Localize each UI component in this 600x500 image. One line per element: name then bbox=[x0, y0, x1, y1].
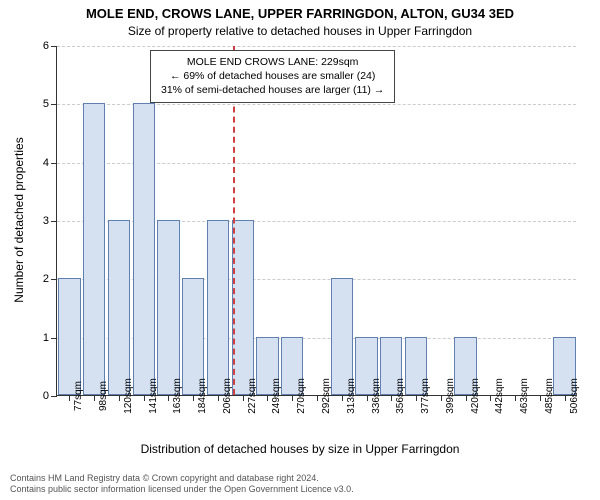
y-axis-label: Number of detached properties bbox=[12, 137, 26, 302]
y-tick-label: 2 bbox=[31, 273, 49, 285]
x-tick bbox=[515, 395, 516, 401]
grid-line bbox=[57, 46, 576, 47]
x-tick bbox=[267, 395, 268, 401]
x-tick-label: 270sqm bbox=[296, 378, 307, 414]
x-tick bbox=[367, 395, 368, 401]
y-tick bbox=[51, 279, 57, 280]
x-tick bbox=[218, 395, 219, 401]
y-tick-label: 5 bbox=[31, 98, 49, 110]
y-tick bbox=[51, 104, 57, 105]
x-tick bbox=[466, 395, 467, 401]
chart-title-sub: Size of property relative to detached ho… bbox=[0, 24, 600, 38]
x-tick bbox=[193, 395, 194, 401]
bar bbox=[207, 220, 229, 395]
x-tick-label: 377sqm bbox=[420, 378, 431, 414]
x-tick bbox=[416, 395, 417, 401]
footer-line-2: Contains public sector information licen… bbox=[10, 484, 354, 496]
annotation-line-1: MOLE END CROWS LANE: 229sqm bbox=[161, 55, 384, 69]
chart-container: MOLE END, CROWS LANE, UPPER FARRINGDON, … bbox=[0, 0, 600, 500]
x-tick bbox=[94, 395, 95, 401]
y-tick bbox=[51, 46, 57, 47]
y-tick-label: 0 bbox=[31, 390, 49, 402]
y-tick-label: 6 bbox=[31, 40, 49, 52]
bar bbox=[157, 220, 179, 395]
y-tick bbox=[51, 338, 57, 339]
x-tick bbox=[490, 395, 491, 401]
annotation-box: MOLE END CROWS LANE: 229sqm ← 69% of det… bbox=[150, 50, 395, 103]
x-tick-label: 463sqm bbox=[519, 378, 530, 414]
x-tick bbox=[342, 395, 343, 401]
y-tick bbox=[51, 163, 57, 164]
x-tick bbox=[565, 395, 566, 401]
bar bbox=[83, 103, 105, 395]
footer-text: Contains HM Land Registry data © Crown c… bbox=[10, 473, 354, 496]
y-tick-label: 4 bbox=[31, 157, 49, 169]
footer-line-1: Contains HM Land Registry data © Crown c… bbox=[10, 473, 354, 485]
x-tick-label: 442sqm bbox=[494, 378, 505, 414]
bar bbox=[58, 278, 80, 395]
x-tick bbox=[317, 395, 318, 401]
x-tick bbox=[540, 395, 541, 401]
x-tick bbox=[243, 395, 244, 401]
annotation-line-3: 31% of semi-detached houses are larger (… bbox=[161, 83, 384, 97]
x-tick bbox=[441, 395, 442, 401]
x-tick bbox=[292, 395, 293, 401]
bar bbox=[108, 220, 130, 395]
y-tick-label: 1 bbox=[31, 332, 49, 344]
x-tick bbox=[391, 395, 392, 401]
chart-title-main: MOLE END, CROWS LANE, UPPER FARRINGDON, … bbox=[0, 6, 600, 21]
x-tick bbox=[144, 395, 145, 401]
annotation-line-2: ← 69% of detached houses are smaller (24… bbox=[161, 69, 384, 83]
y-tick-label: 3 bbox=[31, 215, 49, 227]
x-tick bbox=[69, 395, 70, 401]
x-tick bbox=[119, 395, 120, 401]
bar bbox=[133, 103, 155, 395]
x-tick bbox=[168, 395, 169, 401]
x-tick-label: 506sqm bbox=[569, 378, 580, 414]
bar bbox=[232, 220, 254, 395]
x-tick-label: 420sqm bbox=[470, 378, 481, 414]
y-tick bbox=[51, 396, 57, 397]
y-tick bbox=[51, 221, 57, 222]
x-axis-label: Distribution of detached houses by size … bbox=[0, 442, 600, 456]
